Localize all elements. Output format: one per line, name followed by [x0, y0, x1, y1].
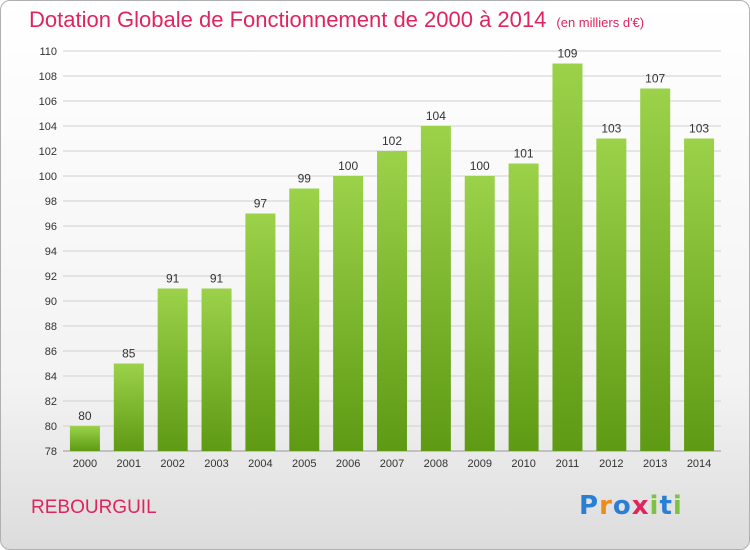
- y-tick-label: 110: [39, 46, 57, 58]
- y-tick-label: 106: [39, 96, 57, 108]
- logo-letter: x: [631, 491, 650, 521]
- data-labels: 80 85 91 91 97 99 100 102 104 100 101 109 103 107 103: [78, 47, 709, 424]
- bar-2004: [245, 213, 276, 451]
- x-tick-label: 2010: [511, 458, 535, 470]
- bar-2001: [113, 363, 144, 451]
- data-label: 102: [382, 134, 402, 148]
- x-tick-label: 2009: [467, 458, 491, 470]
- data-label: 91: [210, 272, 224, 286]
- data-label: 104: [426, 109, 446, 123]
- x-tick-label: 2001: [117, 458, 141, 470]
- data-label: 100: [470, 159, 490, 173]
- x-axis-ticks: 2000 2001 2002 2003 2004 2005 2006 2007 2008 2009…: [73, 458, 712, 470]
- bar-2013: [640, 88, 671, 451]
- y-tick-label: 82: [45, 396, 57, 408]
- bar-2000: [69, 426, 100, 451]
- bar-2003: [201, 288, 232, 451]
- chart-subtitle: (en milliers d'€): [556, 15, 645, 30]
- x-tick-label: 2008: [424, 458, 448, 470]
- x-tick-label: 2005: [292, 458, 316, 470]
- title-text: Dotation Globale de Fonctionnement de 20…: [29, 7, 547, 32]
- y-tick-label: 108: [39, 71, 57, 83]
- bar-2014: [684, 138, 715, 451]
- data-label: 99: [298, 172, 312, 186]
- data-label: 100: [338, 159, 358, 173]
- bar-2010: [508, 163, 539, 451]
- y-tick-label: 94: [45, 246, 57, 258]
- y-tick-label: 102: [39, 146, 57, 158]
- logo-letter: P: [579, 491, 600, 521]
- y-tick-label: 84: [45, 371, 57, 383]
- x-tick-label: 2006: [336, 458, 360, 470]
- bar-2005: [289, 188, 320, 451]
- bar-2011: [552, 63, 583, 451]
- logo-letter: t: [659, 491, 673, 521]
- proxiti-logo[interactable]: Proxiti: [579, 491, 683, 521]
- y-tick-label: 100: [39, 171, 57, 183]
- logo-letter: i: [649, 491, 660, 521]
- logo-letter: r: [599, 491, 613, 521]
- y-tick-label: 104: [39, 121, 57, 133]
- x-tick-label: 2007: [380, 458, 404, 470]
- y-tick-label: 86: [45, 346, 57, 358]
- x-tick-label: 2012: [599, 458, 623, 470]
- x-tick-label: 2011: [556, 458, 580, 470]
- data-label: 97: [254, 197, 268, 211]
- x-tick-label: 2014: [687, 458, 711, 470]
- data-label: 103: [689, 122, 709, 136]
- bar-2012: [596, 138, 627, 451]
- data-label: 80: [78, 409, 92, 423]
- bar-2009: [464, 176, 495, 451]
- data-label: 85: [122, 347, 136, 361]
- bar-2007: [377, 151, 407, 451]
- y-axis-ticks: 78 80 82 84 86 88 90 92 94 96 98 100 102 104 106 108 110: [39, 46, 57, 458]
- bars: [69, 63, 715, 451]
- bar-2008: [420, 126, 451, 451]
- y-tick-label: 90: [45, 296, 57, 308]
- x-tick-label: 2013: [643, 458, 667, 470]
- x-tick-label: 2000: [73, 458, 97, 470]
- x-tick-label: 2002: [160, 458, 184, 470]
- y-tick-label: 92: [45, 271, 57, 283]
- data-label: 107: [645, 72, 665, 86]
- data-label: 91: [166, 272, 180, 286]
- bar-2006: [333, 176, 364, 451]
- chart-title: Dotation Globale de Fonctionnement de 20…: [29, 7, 644, 33]
- y-tick-label: 80: [45, 421, 57, 433]
- logo-letter: o: [612, 491, 632, 521]
- data-label: 101: [514, 147, 534, 161]
- commune-name: REBOURGUIL: [31, 497, 157, 518]
- y-tick-label: 98: [45, 196, 57, 208]
- logo-letter: i: [672, 491, 683, 521]
- y-tick-label: 78: [45, 446, 57, 458]
- data-label: 103: [601, 122, 621, 136]
- y-tick-label: 88: [45, 321, 57, 333]
- x-tick-label: 2004: [248, 458, 272, 470]
- y-tick-label: 96: [45, 221, 57, 233]
- x-tick-label: 2003: [204, 458, 228, 470]
- data-label: 109: [557, 47, 577, 61]
- bar-2002: [157, 288, 188, 451]
